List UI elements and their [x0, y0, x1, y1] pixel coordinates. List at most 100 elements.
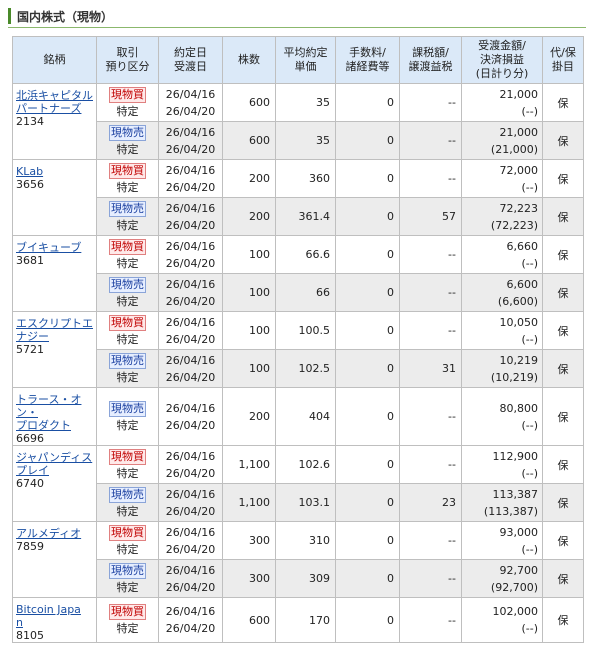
brand-link[interactable]: トラース・オン・ プロダクト	[16, 393, 94, 432]
price-cell: 35	[275, 121, 336, 160]
trade-type-cell: 現物売 特定	[96, 121, 159, 160]
brand-link[interactable]: 北浜キャピタル パートナーズ	[16, 89, 94, 115]
brand-link[interactable]: エスクリプトエ ナジー	[16, 317, 94, 343]
sell-badge: 現物売	[109, 352, 146, 369]
trade-date: 26/04/16	[165, 353, 216, 367]
settle-date: 26/04/20	[165, 332, 216, 346]
trade-type-cell: 現物売 特定	[96, 559, 159, 598]
amount-cell: 72,000 (--)	[461, 159, 543, 198]
table-row: 現物売 特定 26/04/16 26/04/20 200 361.4 0 57 72,223 (7…	[13, 197, 584, 236]
trade-type-cell: 現物買 特定	[96, 311, 159, 350]
settle-date: 26/04/20	[165, 504, 216, 518]
brand-link[interactable]: KLab	[16, 165, 94, 178]
day-trade-pl: (92,700)	[490, 580, 538, 594]
fee-cell: 0	[335, 235, 400, 274]
header-fee: 手数料/諸経費等	[335, 36, 400, 84]
settlement-amount: 6,660	[506, 239, 539, 253]
brand-name-line: プレイ	[16, 464, 49, 477]
brand-link[interactable]: Bitcoin Japa n	[16, 603, 94, 629]
table-row: 現物売 特定 26/04/16 26/04/20 300 309 0 -- 92,700 (92,…	[13, 559, 584, 598]
trade-date: 26/04/16	[165, 87, 216, 101]
amount-cell: 72,223 (72,223)	[461, 197, 543, 236]
settle-date: 26/04/20	[165, 218, 216, 232]
price-cell: 310	[275, 521, 336, 560]
trade-type-cell: 現物買 特定	[96, 521, 159, 560]
brand-link[interactable]: アルメディオ	[16, 527, 94, 540]
price-cell: 309	[275, 559, 336, 598]
day-trade-pl: (--)	[521, 542, 538, 556]
sell-badge: 現物売	[109, 562, 146, 579]
settlement-amount: 93,000	[499, 525, 539, 539]
dates-cell: 26/04/16 26/04/20	[158, 559, 223, 598]
brand-link[interactable]: ブイキューブ	[16, 241, 94, 254]
settlement-amount: 102,000	[492, 605, 539, 618]
brand-name-line: ジャパンディス	[16, 451, 93, 464]
price-cell: 360	[275, 159, 336, 198]
sell-badge: 現物売	[109, 400, 146, 417]
proxy-cell: 保	[542, 597, 584, 643]
settle-date: 26/04/20	[165, 542, 216, 556]
settlement-amount: 80,800	[499, 401, 539, 415]
day-trade-pl: (72,223)	[490, 218, 538, 232]
trade-date: 26/04/16	[165, 401, 216, 415]
qty-cell: 200	[222, 387, 276, 446]
table-row: 北浜キャピタル パートナーズ 2134 現物買 特定 26/04/16 26/04/20 60…	[12, 83, 584, 160]
amount-cell: 6,600 (6,600)	[461, 273, 543, 312]
amount-cell: 92,700 (92,700)	[461, 559, 543, 598]
buy-badge: 現物買	[109, 604, 146, 620]
header-proxy: 代/保 掛目	[542, 36, 584, 84]
account-type: 特定	[116, 504, 139, 518]
account-type: 特定	[116, 542, 139, 556]
brand-name-line: アルメディオ	[16, 527, 82, 540]
section-header: 国内株式（現物）	[8, 8, 113, 24]
proxy-cell: 保	[542, 349, 584, 388]
table-row: 現物売 特定 26/04/16 26/04/20 100 66 0 -- 6,600 (6,600…	[13, 273, 584, 312]
dates-cell: 26/04/16 26/04/20	[158, 235, 223, 274]
buy-badge: 現物買	[109, 314, 146, 331]
amount-cell: 93,000 (--)	[461, 521, 543, 560]
day-trade-pl: (--)	[521, 332, 538, 346]
amount-cell: 102,000 (--)	[461, 597, 543, 643]
fee-cell: 0	[335, 559, 400, 598]
table-row: 現物売 特定 26/04/16 26/04/20 100 102.5 0 31 10,219 (1…	[13, 349, 584, 388]
buy-badge: 現物買	[109, 524, 146, 541]
dates-cell: 26/04/16 26/04/20	[158, 483, 223, 522]
brand-link[interactable]: ジャパンディス プレイ	[16, 451, 94, 477]
settle-date: 26/04/20	[165, 580, 216, 594]
settlement-amount: 21,000	[499, 125, 539, 139]
section-divider	[8, 27, 586, 28]
settlement-amount: 72,223	[499, 201, 539, 215]
account-type: 特定	[116, 104, 139, 118]
day-trade-pl: (10,219)	[490, 370, 538, 384]
account-type: 特定	[116, 332, 139, 346]
proxy-cell: 保	[542, 121, 584, 160]
price-cell: 170	[275, 597, 336, 643]
trade-date: 26/04/16	[165, 125, 216, 139]
dates-cell: 26/04/16 26/04/20	[158, 121, 223, 160]
proxy-cell: 保	[542, 159, 584, 198]
account-type: 特定	[116, 180, 139, 194]
table-row: エスクリプトエ ナジー 5721 現物買 特定 26/04/16 26/04/20 100 10…	[12, 311, 584, 388]
settlement-amount: 10,219	[499, 353, 539, 367]
trade-type-cell: 現物買 特定	[96, 159, 159, 198]
trade-type-cell: 現物買 特定	[96, 235, 159, 274]
fee-cell: 0	[335, 273, 400, 312]
tax-cell: --	[399, 521, 462, 560]
proxy-cell: 保	[542, 445, 584, 484]
settlement-amount: 72,000	[499, 163, 539, 177]
fee-cell: 0	[335, 521, 400, 560]
trade-date: 26/04/16	[165, 201, 216, 215]
amount-cell: 113,387 (113,387)	[461, 483, 543, 522]
fee-cell: 0	[335, 83, 400, 122]
dates-cell: 26/04/16 26/04/20	[158, 387, 223, 446]
price-cell: 404	[275, 387, 336, 446]
tax-cell: --	[399, 311, 462, 350]
table-row: Bitcoin Japa n 8105 現物買 特定 26/04/16 26/04/20 60…	[12, 597, 584, 643]
brand-cell: 北浜キャピタル パートナーズ 2134	[12, 83, 97, 160]
header-brand: 銘柄	[12, 36, 97, 84]
qty-cell: 100	[222, 349, 276, 388]
price-cell: 102.5	[275, 349, 336, 388]
account-type: 特定	[116, 256, 139, 270]
trade-type-cell: 現物売 特定	[96, 349, 159, 388]
tax-cell: --	[399, 559, 462, 598]
